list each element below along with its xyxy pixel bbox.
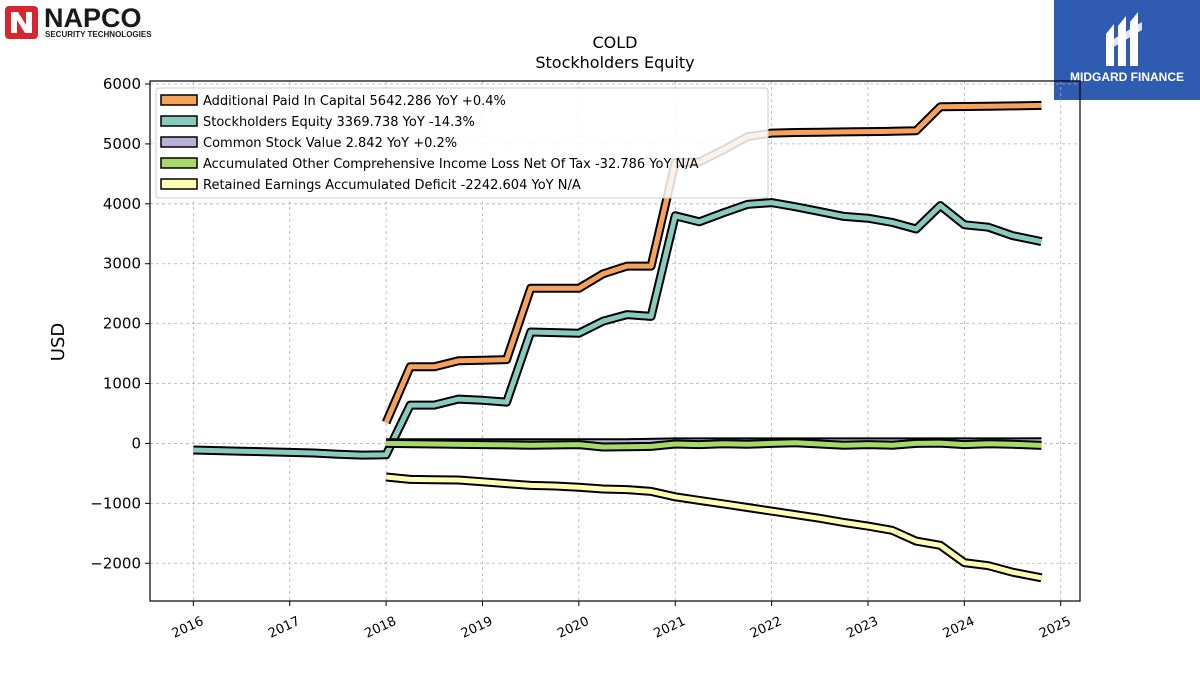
legend-swatch [160, 115, 198, 127]
legend-entry: Retained Earnings Accumulated Deficit -2… [203, 178, 581, 193]
series-line [385, 474, 1042, 581]
y-tick-label: 6000 [103, 75, 141, 93]
legend: Additional Paid In Capital 5642.286 YoY … [155, 87, 769, 199]
legend-swatch [160, 94, 198, 106]
legend-box [155, 87, 769, 199]
y-tick-label: 5000 [103, 135, 141, 153]
chart-title: COLD [593, 33, 638, 52]
y-tick-label: 3000 [103, 255, 141, 273]
x-tick-label: 2020 [555, 614, 591, 642]
legend-entry: Stockholders Equity 3369.738 YoY -14.3% [203, 115, 475, 130]
legend-entry: Additional Paid In Capital 5642.286 YoY … [203, 94, 506, 109]
series-lines [193, 100, 1043, 583]
x-tick-label: 2018 [362, 614, 398, 642]
series-line [193, 200, 1043, 458]
chart-subtitle: Stockholders Equity [535, 53, 694, 72]
plot-frame [149, 80, 1081, 602]
y-tick-label: 4000 [103, 195, 141, 213]
x-tick-label: 2025 [1037, 614, 1073, 642]
napco-logo-text: NAPCO [44, 3, 142, 33]
midgard-logo-mark [1106, 12, 1142, 66]
legend-swatch [160, 178, 198, 190]
series-line [386, 440, 1042, 450]
series-outline [193, 198, 1043, 460]
x-tick-label: 2016 [170, 614, 206, 642]
x-tick-label: 2022 [748, 614, 784, 642]
x-tick-label: 2019 [459, 614, 495, 642]
napco-logo-tagline: SECURITY TECHNOLOGIES [45, 30, 152, 39]
midgard-finance-logo: MIDGARD FINANCE [1054, 0, 1200, 100]
x-tick-label: 2021 [652, 614, 688, 642]
x-tick-label: 2024 [941, 614, 977, 642]
y-tick-label: 1000 [103, 375, 141, 393]
y-axis-label: USD [48, 323, 69, 361]
y-tick-label: −2000 [90, 554, 141, 572]
legend-entry: Accumulated Other Comprehensive Income L… [203, 157, 699, 172]
x-tick-label: 2023 [844, 614, 880, 642]
legend-entry: Common Stock Value 2.842 YoY +0.2% [203, 136, 457, 151]
legend-swatch [160, 136, 198, 148]
y-tick-label: −1000 [90, 494, 141, 512]
series-outline [385, 472, 1043, 583]
y-tick-label: 2000 [103, 315, 141, 333]
y-tick-label: 0 [131, 434, 141, 452]
napco-logo: NAPCO SECURITY TECHNOLOGIES [5, 3, 152, 39]
midgard-logo-text: MIDGARD FINANCE [1070, 70, 1184, 84]
x-tick-label: 2017 [266, 614, 302, 642]
legend-swatch [160, 157, 198, 169]
